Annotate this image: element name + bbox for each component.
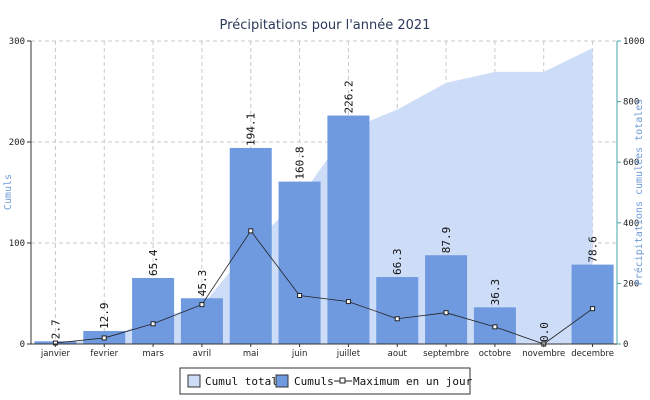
y2-tick-label: 0 [623, 340, 628, 350]
line-point [394, 316, 400, 322]
y2-axis-label: Précipitations cumulées totales [633, 99, 645, 286]
bar [327, 115, 370, 345]
line-point [590, 306, 596, 312]
y-tick-label: 100 [9, 239, 25, 249]
line-point [443, 310, 449, 316]
legend-label-cumul-total: Cumul total [205, 375, 278, 388]
y-tick-label: 300 [9, 37, 25, 47]
bar-value-label: 78.6 [587, 236, 600, 263]
bar [132, 277, 175, 344]
x-tick-label: novembre [522, 349, 565, 359]
bar-value-label: 87.9 [440, 227, 453, 254]
bar-value-label: 0.0 [538, 322, 551, 342]
x-tick-label: avril [193, 349, 211, 359]
x-tick-label: octobre [479, 349, 511, 359]
bar-value-label: 226.2 [342, 80, 355, 113]
chart-title: Précipitations pour l'année 2021 [220, 18, 431, 33]
y2-tick-label: 400 [623, 219, 639, 229]
y2-tick-label: 200 [623, 279, 639, 289]
axes: 0 100 200 300 janvier fevrier mars avril mai juin… [9, 37, 645, 359]
y-axis-label: Cumuls [3, 174, 14, 210]
bar-value-label: 12.9 [98, 302, 111, 329]
bar-value-label: 194.1 [245, 113, 258, 146]
bar-value-label: 65.4 [147, 249, 160, 276]
data-labels: 2.7 12.9 65.4 45.3 194.1 160.8 226.2 66.3 87.9 36… [49, 80, 599, 342]
y2-tick-label: 600 [623, 158, 639, 168]
bar [278, 181, 321, 344]
y-tick-label: 0 [20, 340, 25, 350]
bar-value-label: 2.7 [49, 319, 62, 339]
line-point [248, 228, 254, 234]
x-tick-label: septembre [423, 349, 469, 359]
line-point [492, 324, 498, 330]
bar-value-label: 45.3 [196, 270, 209, 297]
x-tick-label: juillet [336, 349, 361, 359]
x-tick-label: fevrier [90, 349, 118, 359]
line-maximum [55, 230, 593, 345]
x-tick-label: mai [243, 349, 259, 359]
bar [425, 255, 468, 344]
legend-frame [179, 367, 471, 395]
x-tick-label: decembre [571, 349, 614, 359]
y2-tick-label: 1000 [623, 37, 645, 47]
line-point [150, 321, 156, 327]
x-tick-label: juin [291, 349, 308, 359]
bar [376, 277, 419, 344]
legend-swatch-bar [275, 374, 289, 388]
legend-swatch-marker [339, 377, 346, 384]
legend: Cumul total Cumuls Maximum en un jour [179, 367, 473, 395]
line-point [297, 293, 303, 299]
y2-tick-label: 800 [623, 98, 639, 108]
line-point [345, 299, 351, 305]
legend-item-cumuls: Cumuls [275, 374, 334, 388]
x-tick-label: mars [142, 349, 164, 359]
line-layer [52, 228, 596, 347]
legend-label-maximum: Maximum en un jour [353, 375, 473, 388]
legend-item-maximum: Maximum en un jour [334, 375, 473, 388]
line-point [199, 302, 205, 308]
bars-layer [34, 115, 614, 345]
bar-value-label: 36.3 [489, 279, 502, 305]
legend-label-cumuls: Cumuls [294, 375, 334, 388]
bar [229, 147, 272, 344]
x-tick-label: janvier [40, 349, 71, 359]
bar [571, 264, 614, 344]
bar-value-label: 160.8 [294, 146, 307, 179]
legend-swatch-area [187, 374, 201, 388]
y-tick-label: 200 [9, 138, 25, 148]
line-point [101, 335, 107, 341]
bar-value-label: 66.3 [391, 249, 404, 276]
x-tick-label: aout [388, 349, 408, 359]
legend-item-cumul-total: Cumul total [187, 374, 278, 388]
